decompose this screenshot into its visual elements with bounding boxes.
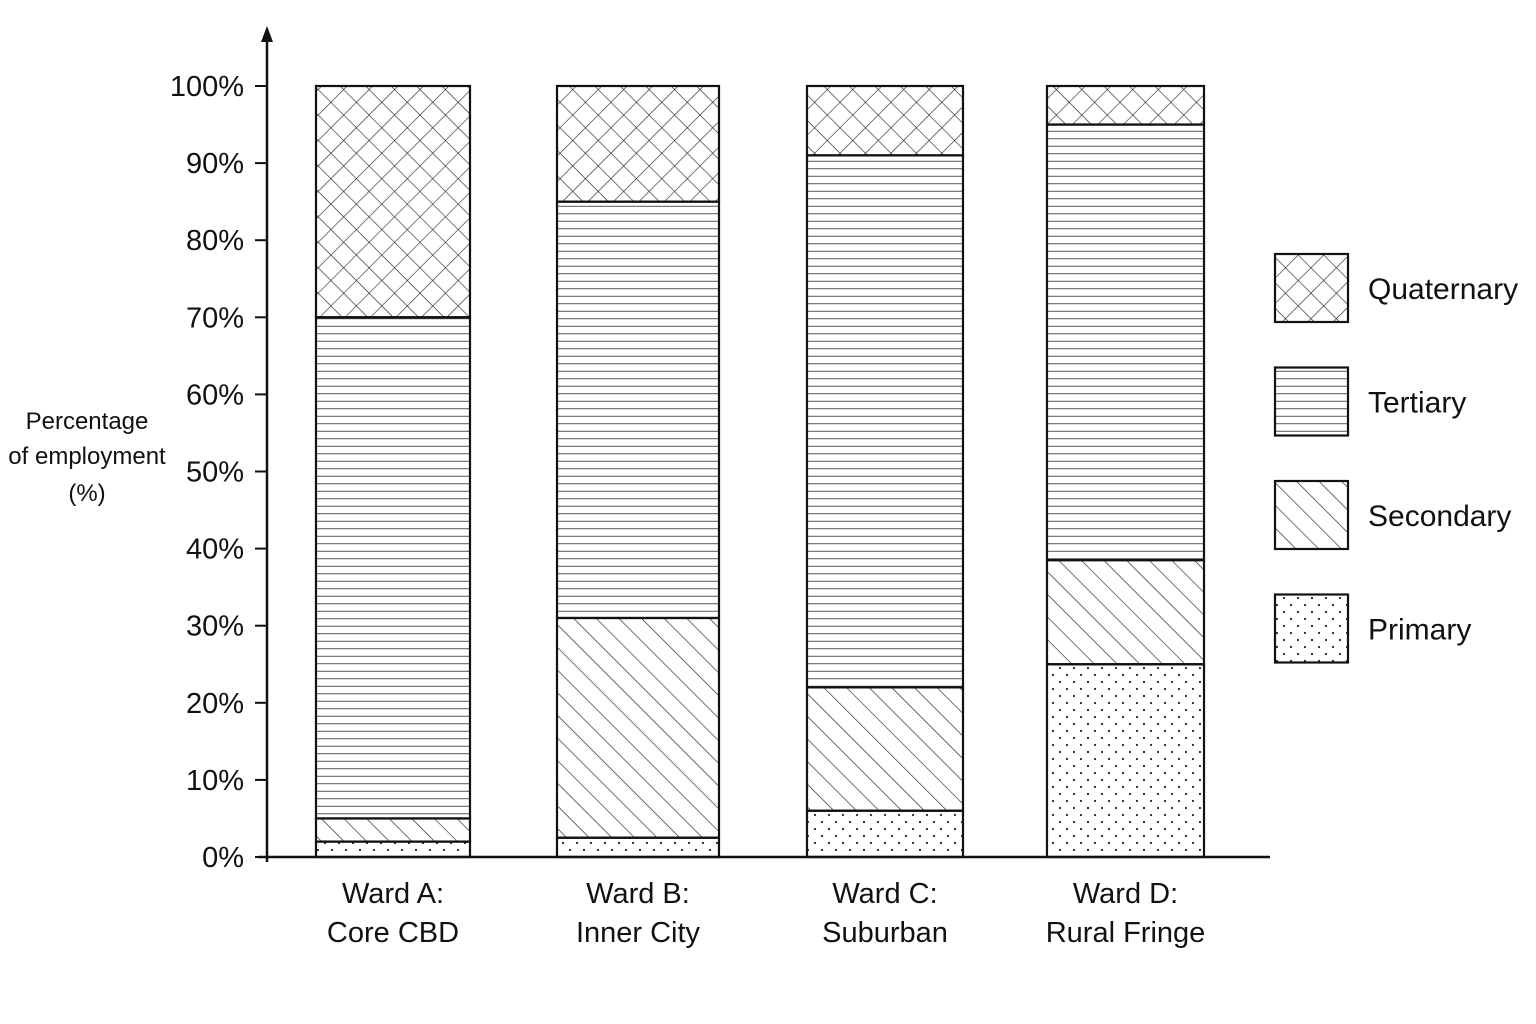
y-axis-label-line: (%) xyxy=(68,480,105,507)
y-tick-label: 100% xyxy=(170,71,244,103)
x-category-label: Suburban xyxy=(822,917,948,949)
bar-segment-quaternary xyxy=(555,84,721,203)
bar-segment-quaternary xyxy=(314,84,472,319)
bar-segment-secondary xyxy=(1045,559,1206,666)
y-tick-label: 40% xyxy=(186,534,244,566)
y-tick-label: 50% xyxy=(186,457,244,489)
axes xyxy=(258,26,1270,862)
legend: Quaternary Tertiary Secondary Primary xyxy=(1273,252,1518,664)
bar-segment-tertiary xyxy=(805,154,965,689)
legend-label: Secondary xyxy=(1368,500,1511,533)
bar-segment-secondary xyxy=(314,817,472,843)
legend-label: Quaternary xyxy=(1368,273,1518,306)
x-category-label: Ward C: xyxy=(832,878,937,910)
y-tick-label: 20% xyxy=(186,688,244,720)
bar-segment-primary xyxy=(1045,663,1206,859)
legend-item-tertiary: Tertiary xyxy=(1273,366,1466,437)
x-category-label: Ward D: xyxy=(1073,878,1178,910)
bar-segment-primary xyxy=(555,836,721,859)
y-tick-label: 60% xyxy=(186,379,244,411)
bar-segment-quaternary xyxy=(805,84,965,157)
y-tick-label: 30% xyxy=(186,611,244,643)
y-axis-label-line: of employment xyxy=(8,443,166,470)
bar-segment-tertiary xyxy=(1045,123,1206,562)
bar-stack xyxy=(555,84,721,859)
x-category-label: Inner City xyxy=(576,917,701,949)
x-category-label: Ward A: xyxy=(342,878,444,910)
legend-swatch xyxy=(1273,593,1350,664)
bar-segment-tertiary xyxy=(314,316,472,820)
y-axis-arrow-icon xyxy=(261,26,273,42)
legend-label: Primary xyxy=(1368,614,1471,647)
bar-stack xyxy=(314,84,472,859)
legend-swatch xyxy=(1273,479,1350,551)
bar-segment-secondary xyxy=(555,616,721,839)
bar-segment-primary xyxy=(805,809,965,859)
x-axis-categories: Ward A: Core CBD Ward B: Inner City Ward C: S… xyxy=(327,878,1205,949)
legend-item-primary: Primary xyxy=(1273,593,1471,664)
y-tick-label: 80% xyxy=(186,225,244,257)
bar-segment-tertiary xyxy=(555,200,721,620)
y-tick-label: 10% xyxy=(186,765,244,797)
legend-label: Tertiary xyxy=(1368,387,1466,420)
y-tick-label: 90% xyxy=(186,148,244,180)
bar-segment-quaternary xyxy=(1045,84,1206,126)
legend-item-secondary: Secondary xyxy=(1273,479,1511,551)
y-axis-label: Percentage of employment (%) xyxy=(8,408,166,507)
x-category-label: Ward B: xyxy=(586,878,690,910)
legend-item-quaternary: Quaternary xyxy=(1273,252,1518,324)
legend-swatch xyxy=(1273,366,1350,437)
y-tick-label: 0% xyxy=(202,842,244,874)
bar-segment-primary xyxy=(314,840,472,859)
x-category-label: Core CBD xyxy=(327,917,459,949)
x-category-label: Rural Fringe xyxy=(1046,917,1206,949)
legend-swatch xyxy=(1273,252,1350,324)
bar-segment-secondary xyxy=(805,686,965,812)
bar-stack xyxy=(805,84,965,859)
y-tick-label: 70% xyxy=(186,302,244,334)
bar-stack xyxy=(1045,84,1206,859)
bars xyxy=(314,84,1206,859)
y-axis-ticks: 0% 10% 20% 30% 40% 50% 60% 70% 80% 90% 100% xyxy=(170,71,267,874)
y-axis-label-line: Percentage xyxy=(26,408,149,435)
